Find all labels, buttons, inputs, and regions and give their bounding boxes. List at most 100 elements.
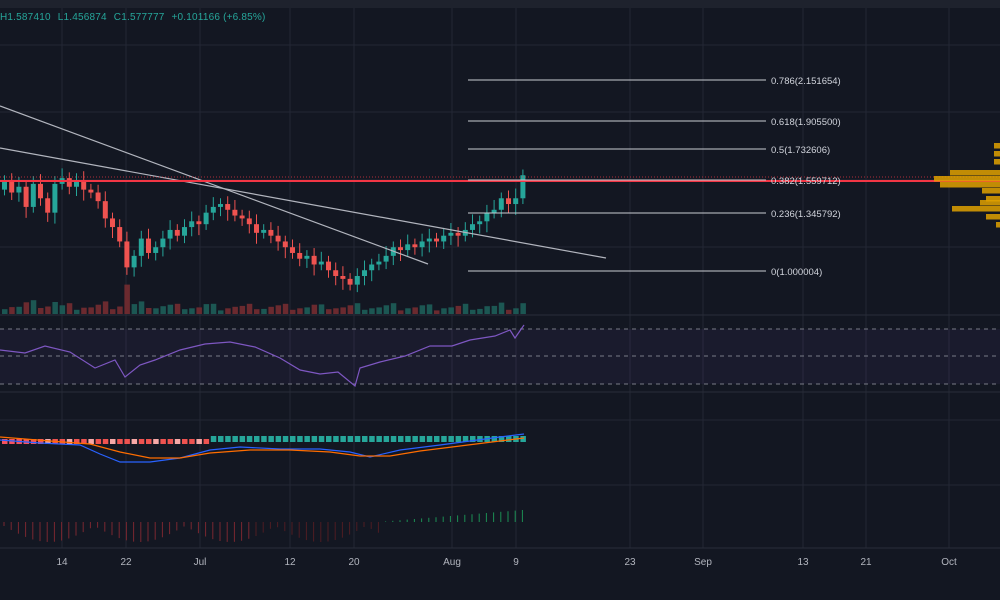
candle-body: [66, 178, 72, 187]
volume-bar: [405, 308, 411, 314]
candle-body: [318, 261, 324, 265]
volume-bar: [196, 307, 202, 314]
candle-body: [81, 181, 87, 190]
macd-bar: [282, 436, 289, 442]
volume-bar: [513, 308, 519, 314]
volume-bar: [390, 303, 397, 314]
macd-bar: [246, 436, 253, 442]
fibonacci-retracement[interactable]: 0.786(2.151654) 0.618(1.905500) 0.5(1.7326…: [468, 76, 841, 278]
fib-level-label: 0.5(1.732606): [771, 145, 830, 156]
x-axis-tick-label: 9: [513, 557, 519, 568]
x-axis-tick-label: Aug: [443, 557, 461, 568]
macd-bar: [470, 436, 476, 442]
volume-bar: [376, 307, 382, 314]
candle-body: [297, 252, 303, 259]
volume-profile-bar: [980, 200, 1000, 206]
candle-body: [189, 221, 195, 228]
macd-bar: [383, 436, 390, 442]
fib-level-label: 0.618(1.905500): [771, 117, 841, 128]
volume-bar: [434, 310, 440, 314]
macd-bar: [340, 436, 346, 442]
candle-body: [498, 198, 504, 210]
candle-body: [124, 241, 130, 268]
candle-body: [491, 209, 497, 213]
volume-bar: [167, 304, 174, 314]
macd-bar: [167, 439, 174, 444]
macd-bar: [434, 436, 440, 442]
macd-bar: [477, 436, 483, 442]
candle-body: [196, 221, 202, 225]
x-axis-tick-label: Sep: [694, 557, 712, 568]
volume-profile-bar: [950, 170, 1000, 176]
candle-body: [340, 276, 346, 279]
volume-bar: [74, 309, 80, 314]
candle-body: [448, 232, 454, 236]
candle-body: [261, 229, 267, 233]
candle-body: [419, 241, 425, 248]
volume-bar: [174, 303, 181, 314]
volume-bar: [210, 303, 217, 314]
macd-bar: [38, 439, 44, 444]
candle-body: [38, 183, 43, 199]
candle-body: [405, 244, 411, 251]
volume-bar: [2, 309, 8, 314]
macd-bar: [362, 436, 368, 442]
volume-bar: [254, 309, 260, 314]
volume-bar: [239, 305, 246, 314]
volume-bar: [246, 303, 253, 314]
macd-bar: [146, 439, 152, 444]
fib-level-label: 0.236(1.345792): [771, 209, 841, 220]
candle-body: [95, 192, 101, 202]
volume-bar: [23, 302, 30, 314]
macd-bar: [225, 436, 231, 442]
macd-bar: [326, 436, 332, 442]
candle-body: [74, 181, 79, 187]
volume-bar: [484, 306, 490, 314]
candle-body: [2, 181, 7, 190]
volume-bar: [52, 302, 58, 314]
rsi-line: [0, 324, 525, 388]
volume-bar: [30, 300, 37, 314]
candle-body: [282, 241, 288, 248]
candle-body: [225, 204, 231, 210]
ohlc-low: L1.456874: [57, 12, 107, 23]
candle-body: [477, 221, 483, 225]
ohlc-close: C1.577777: [113, 12, 165, 23]
candle-body: [383, 255, 389, 262]
candle-body: [290, 247, 295, 253]
candle-body: [412, 244, 418, 248]
macd-bar: [261, 436, 267, 442]
volume-bar: [340, 307, 346, 314]
macd-bar: [203, 439, 210, 444]
candle-body: [513, 198, 519, 205]
candle-body: [232, 209, 238, 216]
macd-bar: [138, 439, 145, 444]
fib-level-label: 0(1.000004): [771, 267, 822, 278]
volume-bar: [138, 301, 145, 314]
volume-bar: [232, 306, 238, 314]
macd-bar: [160, 439, 166, 444]
candle-body: [23, 186, 29, 207]
volume-bar: [9, 307, 15, 314]
volume-bar: [131, 304, 138, 314]
macd-bar: [419, 436, 426, 442]
candle-body: [218, 204, 223, 207]
candle-body: [167, 229, 173, 239]
volume-bar: [261, 308, 267, 314]
trendlines[interactable]: [0, 105, 607, 265]
macd-bar: [88, 439, 94, 444]
volume-bar: [225, 308, 231, 314]
volume-bar: [95, 304, 102, 314]
candle-body: [470, 224, 475, 230]
top-bar: [0, 0, 1000, 8]
candle-body: [110, 218, 115, 228]
macd-bar: [95, 439, 102, 444]
x-axis: 14 22 Jul 12 20 Aug 9 23 Sep 13 21 Oct: [56, 557, 957, 568]
volume-bar: [419, 305, 426, 314]
macd-bar: [268, 436, 274, 442]
volume-bar: [383, 305, 390, 314]
macd-bar: [9, 439, 15, 444]
x-axis-tick-label: 20: [348, 557, 360, 568]
volume-profile-bar: [994, 143, 1000, 149]
